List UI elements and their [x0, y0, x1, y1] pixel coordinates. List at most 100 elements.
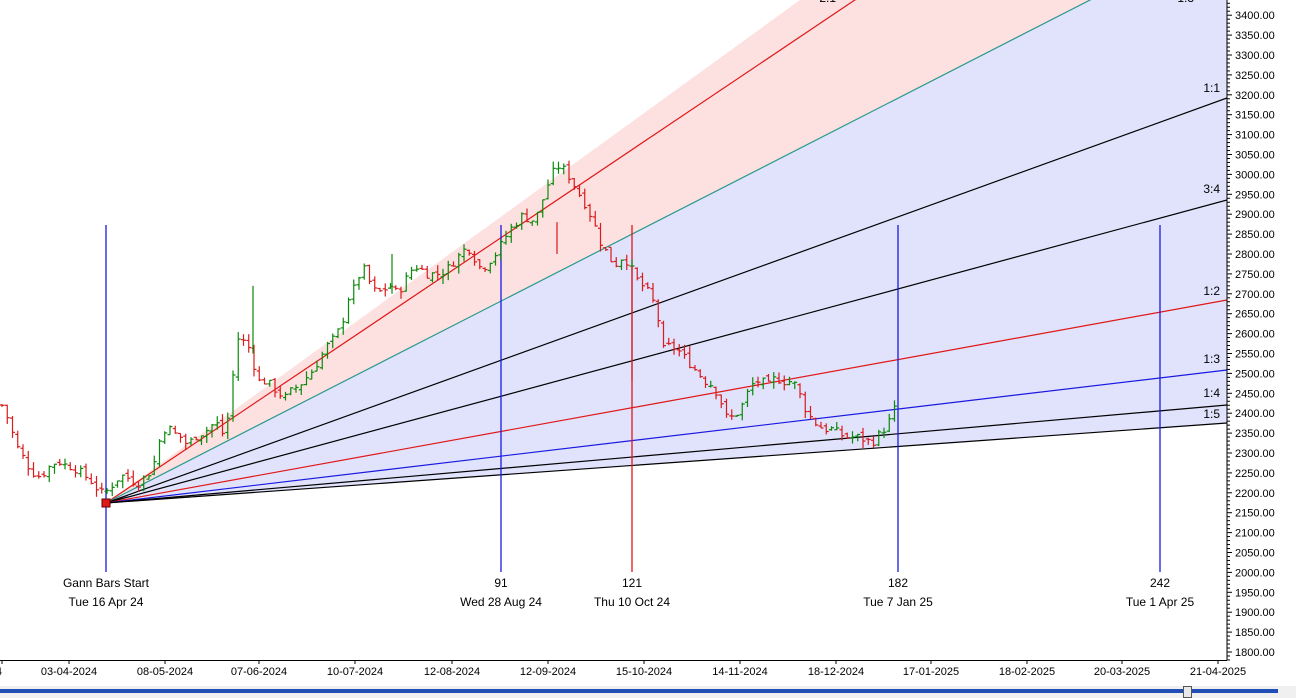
- price-bar: [31, 462, 36, 478]
- price-bar: [372, 276, 378, 292]
- price-bar: [535, 211, 540, 226]
- horizontal-scrollbar[interactable]: [0, 686, 1296, 698]
- price-bar: [577, 184, 582, 198]
- price-bar: [787, 376, 792, 386]
- plot-area[interactable]: [0, 0, 1227, 572]
- date-axis[interactable]: 4 03-04-2024 08-05-2024 07-06-2024 10-07-202…: [0, 660, 1246, 678]
- price-bar: [797, 383, 803, 399]
- price-bar: [335, 328, 341, 339]
- price-bar: [414, 265, 420, 272]
- price-bar: [151, 455, 157, 476]
- price-bar: [703, 376, 708, 388]
- price-bar: [724, 398, 729, 418]
- price-bar: [676, 344, 682, 357]
- date-tick-label: 14-11-2024: [712, 666, 767, 678]
- price-bar: [587, 203, 593, 222]
- price-bar: [41, 471, 47, 478]
- price-bar: [367, 264, 372, 285]
- price-tick-label: 2100.00: [1235, 528, 1275, 540]
- price-bar: [540, 199, 546, 218]
- price-bar: [766, 373, 771, 382]
- price-bar: [330, 333, 336, 349]
- price-tick-label: 3000.00: [1235, 169, 1275, 181]
- price-tick-label: 3350.00: [1235, 30, 1275, 42]
- price-bar: [246, 334, 252, 353]
- price-bar: [545, 179, 551, 200]
- price-bar: [188, 437, 194, 446]
- price-tick-label: 1800.00: [1235, 647, 1275, 659]
- gann-angle-label: 2:1: [819, 0, 836, 5]
- price-bar: [634, 267, 640, 281]
- price-bar: [256, 366, 262, 382]
- price-bar: [865, 437, 871, 445]
- price-bar: [225, 412, 231, 440]
- price-bar: [687, 346, 693, 369]
- price-bar: [199, 435, 204, 446]
- date-tick-label: 20-03-2025: [1094, 666, 1150, 678]
- scrollbar-thumb[interactable]: [1183, 686, 1192, 698]
- date-tick-label: 10-07-2024: [327, 666, 383, 678]
- price-bar: [892, 400, 897, 422]
- price-bar: [94, 476, 99, 497]
- price-bar: [430, 272, 435, 283]
- price-bar: [671, 338, 677, 355]
- price-bar: [62, 458, 68, 470]
- scrollbar-track[interactable]: [0, 689, 1278, 693]
- price-bar: [283, 391, 288, 401]
- price-tick-label: 2600.00: [1235, 329, 1275, 341]
- price-bar: [729, 409, 735, 420]
- price-bar: [157, 439, 162, 468]
- price-bar: [230, 370, 236, 422]
- gann-angle-line: [105, 199, 1227, 504]
- gann-fan-labels: 2:1 1:3 1:1 3:4 1:2 1:3 1:4 1:5: [819, 0, 1220, 421]
- price-bar: [692, 365, 698, 371]
- price-bar: [829, 426, 834, 431]
- price-bar: [398, 286, 404, 299]
- date-tick-label: 4: [0, 666, 2, 678]
- price-bar: [130, 470, 136, 487]
- price-bars: [0, 160, 897, 497]
- gann-angle-label: 1:4: [1203, 386, 1220, 400]
- price-bar: [461, 244, 467, 262]
- price-bar: [25, 450, 31, 476]
- price-tick-label: 1850.00: [1235, 627, 1275, 639]
- price-tick-label: 2150.00: [1235, 508, 1275, 520]
- price-tick-label: 3250.00: [1235, 70, 1275, 82]
- price-bar: [351, 279, 357, 305]
- price-bar: [403, 272, 409, 292]
- price-bar: [409, 266, 414, 280]
- price-bar: [146, 475, 152, 480]
- price-bar: [871, 436, 876, 448]
- gann-angle-label: 1:5: [1203, 407, 1220, 421]
- price-bar: [445, 260, 451, 281]
- price-bar: [760, 377, 766, 390]
- price-bar: [419, 264, 425, 270]
- price-bar: [325, 341, 330, 359]
- date-tick-label: 12-09-2024: [520, 666, 576, 678]
- price-axis[interactable]: 3450.00 3400.00 3350.00 3300.00 3250.00 3200.…: [1226, 0, 1275, 661]
- price-bar: [193, 436, 199, 441]
- gann-origin-marker[interactable]: [101, 498, 111, 508]
- price-bar: [141, 475, 147, 492]
- price-bar: [750, 377, 756, 396]
- price-bar: [78, 465, 84, 478]
- price-bar: [781, 375, 787, 391]
- price-bar: [661, 320, 666, 348]
- price-bar: [666, 337, 672, 346]
- price-bar: [435, 265, 441, 281]
- date-tick-label: 18-12-2024: [808, 666, 864, 678]
- price-bar: [293, 384, 299, 393]
- gann-angle-label: 1:1: [1203, 81, 1220, 95]
- price-bar: [624, 254, 630, 271]
- price-bar: [466, 249, 472, 256]
- price-bar: [734, 414, 740, 417]
- price-tick-label: 2500.00: [1235, 368, 1275, 380]
- price-bar: [619, 259, 624, 271]
- price-bar: [514, 222, 519, 229]
- price-bar: [771, 372, 777, 389]
- price-bar: [613, 257, 619, 268]
- price-bar: [120, 474, 126, 489]
- price-bar: [860, 427, 866, 448]
- price-bar: [36, 471, 42, 479]
